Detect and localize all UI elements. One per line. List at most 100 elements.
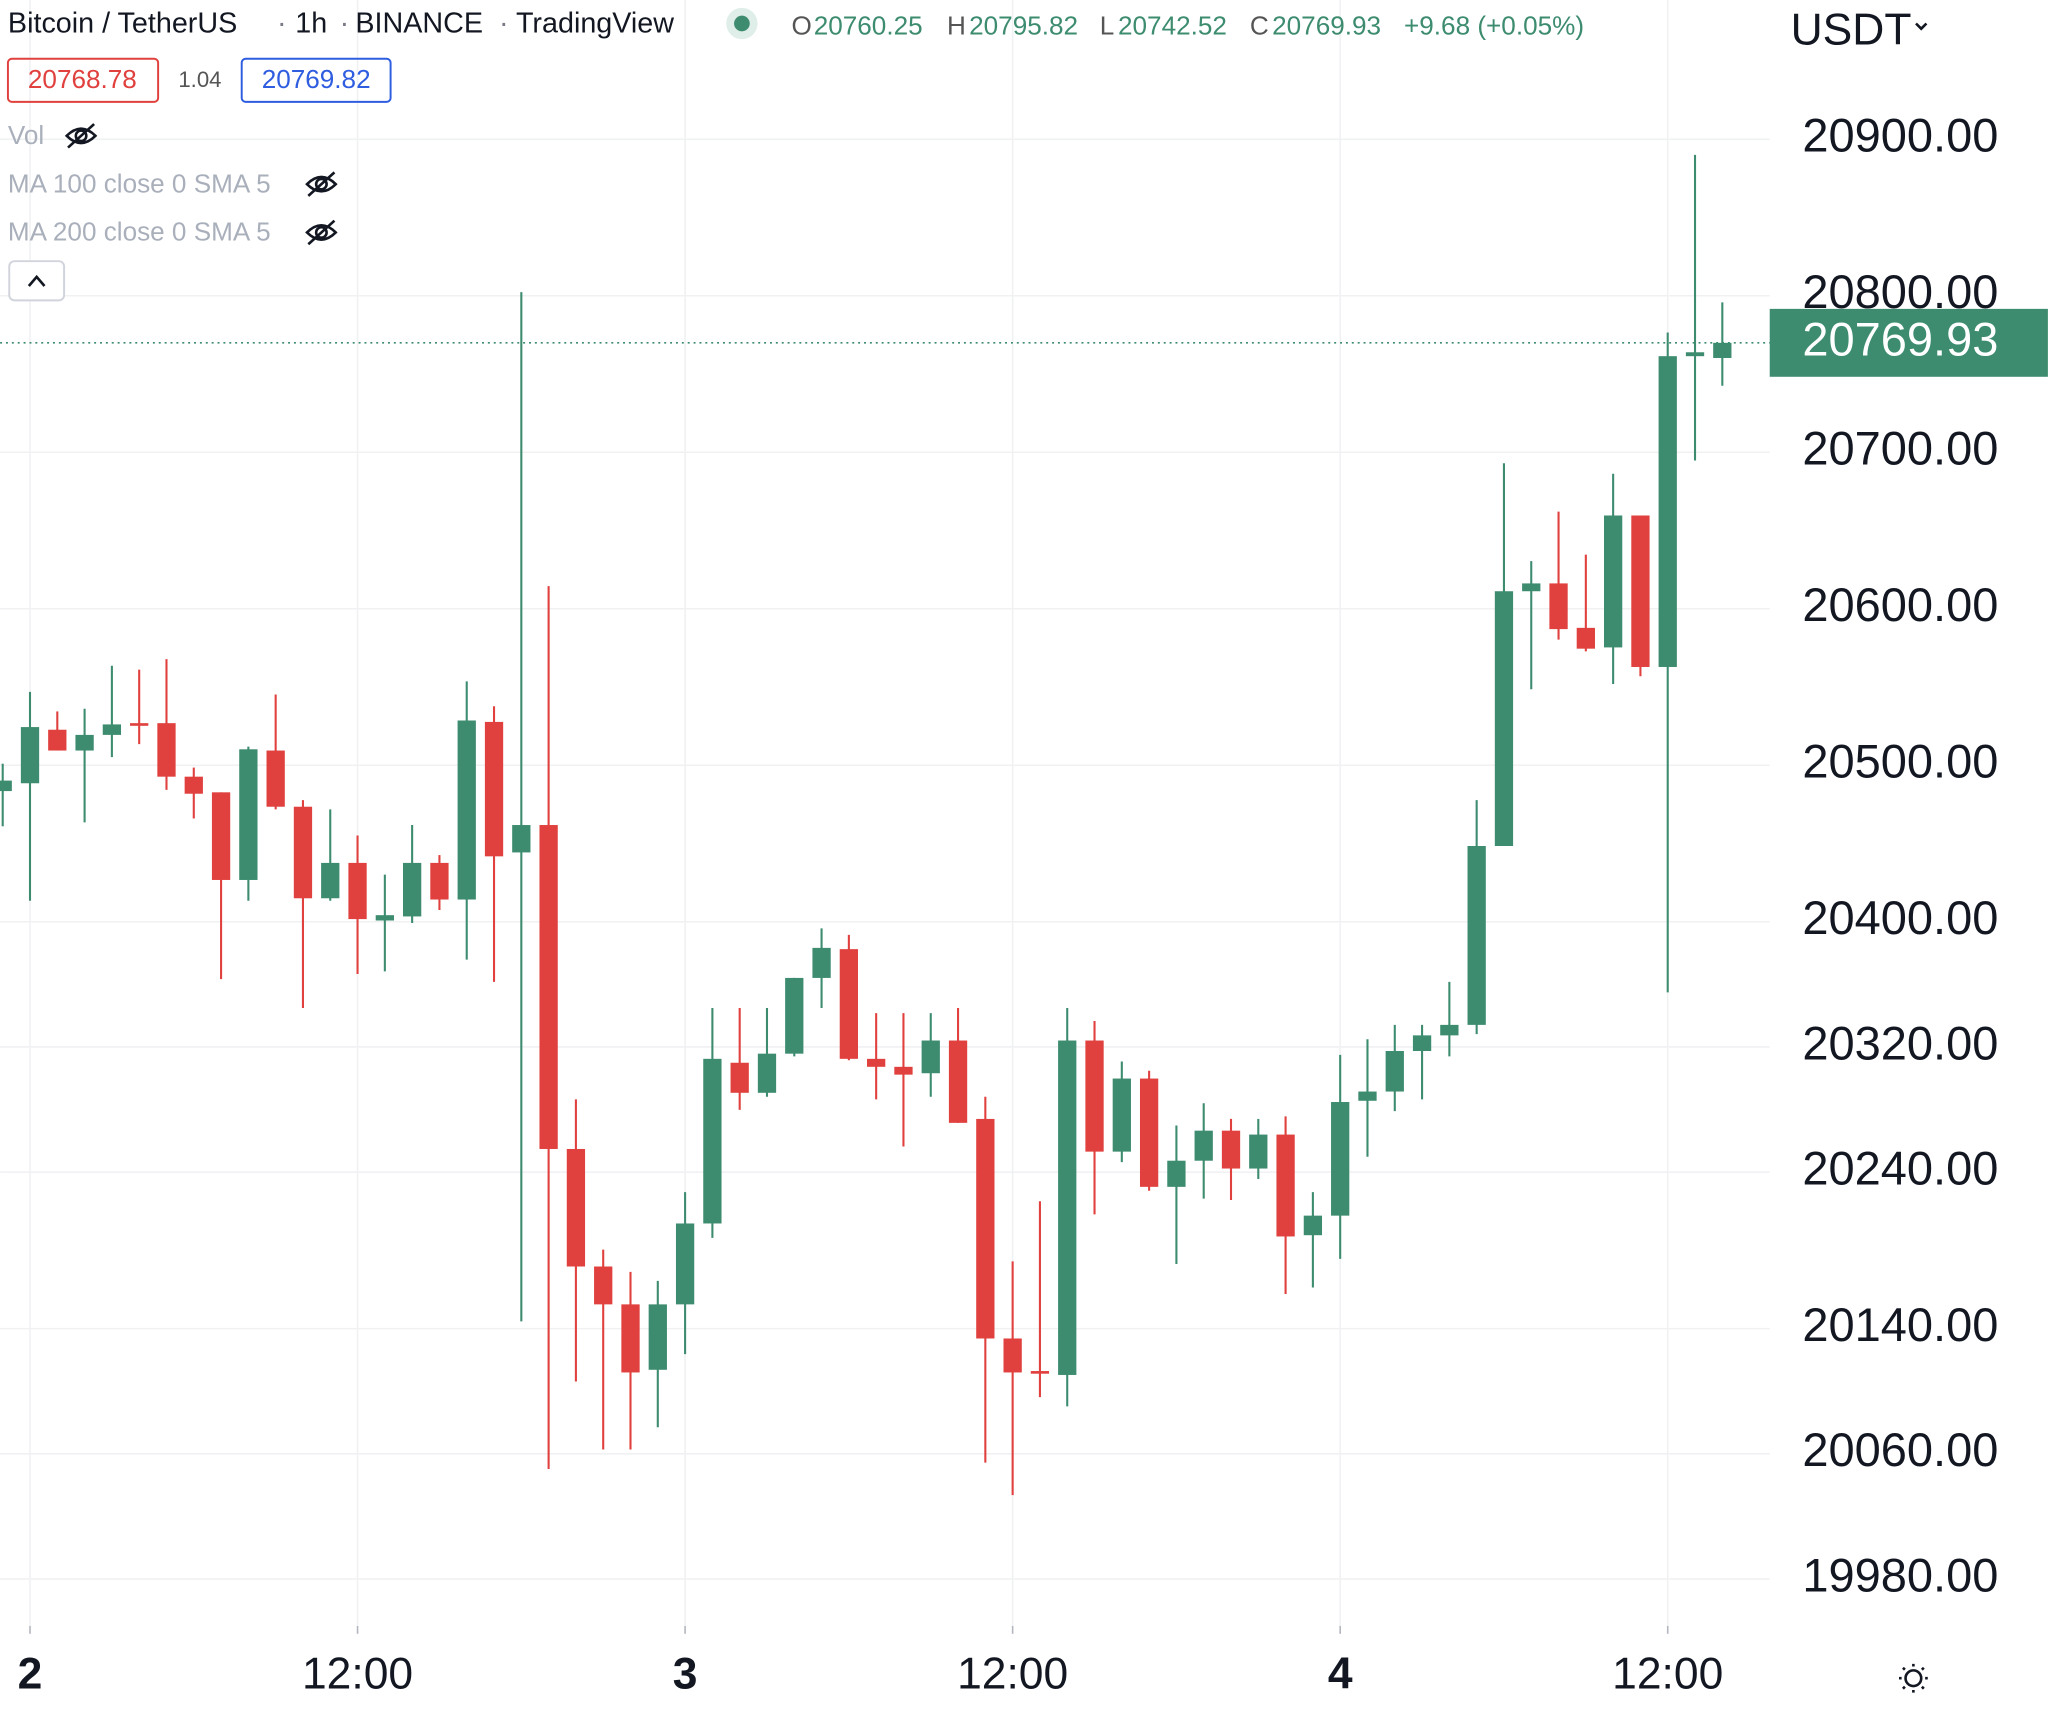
x-tick-label: 12:00	[957, 1650, 1068, 1699]
ohlc-label: H	[947, 10, 966, 40]
candle-body	[1194, 1130, 1213, 1161]
candle-body	[730, 1062, 749, 1093]
header: Bitcoin / TetherUS · 1h · BINANCE · Trad…	[6, 5, 1928, 1693]
indicator[interactable]: Vol	[8, 120, 44, 150]
y-tick-label: 20320.00	[1802, 1016, 1998, 1069]
symbol: Bitcoin / TetherUS	[8, 7, 237, 39]
candle-body	[102, 724, 122, 735]
candle-body	[1685, 352, 1705, 357]
candle-body	[0, 780, 12, 792]
candle-body	[1085, 1040, 1104, 1152]
spread: 1.04	[178, 67, 221, 92]
candle-body	[566, 1148, 586, 1267]
ask-price: 20769.82	[262, 64, 371, 94]
candle-body	[1603, 515, 1623, 648]
x-tick-label: 4	[1328, 1650, 1353, 1699]
separator: ·	[499, 7, 509, 39]
currency-chevron	[1915, 22, 1928, 31]
y-tick-label: 20140.00	[1802, 1298, 1998, 1351]
candle-body	[1003, 1338, 1022, 1373]
x-tick-label: 12:00	[302, 1650, 413, 1699]
hidden-icons	[64, 123, 338, 246]
candle-body	[1221, 1130, 1241, 1169]
candle-body	[1276, 1134, 1295, 1237]
last-price-tag	[1769, 308, 2048, 377]
candle-body	[648, 1304, 667, 1370]
eye-off-icon[interactable]	[305, 219, 338, 246]
candle-body	[48, 729, 67, 751]
candle-body	[1576, 627, 1595, 649]
candle-body	[402, 862, 422, 917]
candle-body	[1467, 846, 1486, 1025]
candle-body	[1058, 1040, 1077, 1375]
candle-body	[20, 727, 40, 784]
separator: ·	[340, 7, 350, 39]
candle-body	[1412, 1035, 1432, 1052]
ask-box[interactable]	[240, 57, 392, 103]
ohlc-label: C	[1250, 10, 1269, 40]
candle-body	[867, 1058, 886, 1067]
candle-body	[976, 1118, 995, 1339]
candle-body	[1358, 1091, 1377, 1101]
eye-off-icon[interactable]	[305, 171, 338, 197]
collapse-button[interactable]	[8, 260, 66, 302]
candle-body	[539, 825, 558, 1149]
ohlc-value: 20760.25	[814, 10, 923, 40]
candle-body	[1494, 591, 1514, 847]
candle-body	[1522, 583, 1541, 592]
y-tick-label: 20500.00	[1802, 735, 1998, 788]
ohlc-value: 20769.93	[1272, 10, 1381, 40]
candle-body	[1713, 342, 1732, 358]
candle-body	[1658, 356, 1677, 667]
exchange: BINANCE	[355, 7, 483, 39]
candle-body	[211, 792, 231, 880]
candle-body	[266, 750, 285, 807]
candle-body	[948, 1040, 968, 1123]
candle-body	[757, 1053, 777, 1093]
settings-icon[interactable]	[1899, 1663, 1928, 1693]
candles	[0, 154, 1770, 1496]
candle-body	[1331, 1102, 1350, 1216]
candle-body	[239, 749, 258, 880]
candle-body	[1440, 1024, 1459, 1036]
candle-body	[157, 723, 176, 777]
indicator[interactable]: MA 100 close 0 SMA 5	[8, 168, 271, 198]
candle-body	[1631, 515, 1650, 667]
candle-body	[621, 1304, 640, 1373]
candle-body	[348, 862, 367, 920]
ohlc-change: +9.68 (+0.05%)	[1404, 10, 1584, 40]
ohlc-value: 20742.52	[1118, 10, 1227, 40]
bid-box[interactable]	[6, 57, 160, 103]
eye-off-icon[interactable]	[64, 123, 98, 149]
candle-body	[594, 1266, 613, 1305]
interval[interactable]: 1h	[295, 7, 327, 39]
y-tick-label: 20240.00	[1802, 1142, 1998, 1195]
x-tick-label: 12:00	[1612, 1650, 1723, 1699]
last-price-label: 20769.93	[1802, 312, 1998, 365]
candle-body	[839, 949, 859, 1059]
currency[interactable]: USDT	[1791, 5, 1912, 54]
candle-body	[785, 977, 804, 1054]
source: TradingView	[516, 7, 674, 39]
chevron-up	[27, 274, 46, 287]
bid-price: 20768.78	[28, 64, 137, 94]
candle-body	[703, 1058, 722, 1224]
candle-body	[457, 720, 476, 900]
candle-body	[375, 915, 394, 921]
candle-body	[1167, 1160, 1186, 1187]
candle-body	[321, 862, 340, 899]
candle-body	[1249, 1134, 1268, 1169]
candle-body	[484, 721, 504, 857]
candle-body	[675, 1223, 695, 1305]
separator: ·	[277, 7, 287, 39]
candle-body	[512, 825, 531, 853]
ohlc-label: O	[792, 10, 812, 40]
y-tick-label: 20060.00	[1802, 1423, 1998, 1476]
y-tick-label: 20900.00	[1802, 109, 1998, 162]
indicator[interactable]: MA 200 close 0 SMA 5	[8, 217, 271, 247]
price-axis: 20900.0020800.0020700.0020600.0020500.00…	[18, 109, 2048, 1699]
ohlc-value: 20795.82	[969, 10, 1078, 40]
y-tick-label: 20700.00	[1802, 422, 1998, 475]
